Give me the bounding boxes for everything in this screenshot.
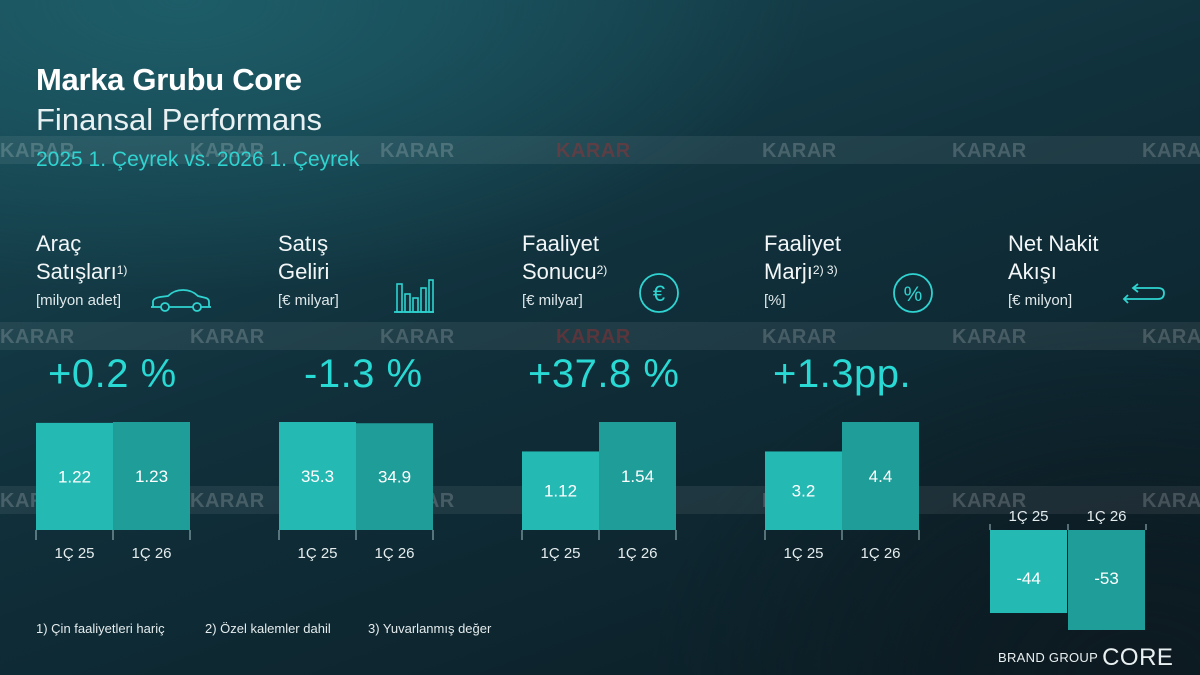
footnote-ref: 1) <box>116 263 128 277</box>
kpi-name-line2: Akışı <box>1008 259 1057 284</box>
kpi-name-line2: Geliri <box>278 259 330 284</box>
watermark-text: KARAR <box>556 140 631 162</box>
watermark-text: KARAR <box>556 326 631 348</box>
watermark-text: KARAR <box>1142 490 1200 512</box>
bar-category-label: 1Ç 25 <box>297 545 337 562</box>
watermark-band: KARAR KARAR KARAR KARAR KARAR KARAR KARA… <box>0 322 1200 350</box>
kpi-operating-margin: Faaliyet Marjı2) 3) [%] % <box>764 230 974 313</box>
percent-icon: % <box>893 273 933 313</box>
bar-category-label: 1Ç 25 <box>540 545 580 562</box>
bar-category-label: 1Ç 25 <box>783 545 823 562</box>
bar-value-label: 1.22 <box>58 467 91 486</box>
brand-logo: BRAND GROUP CORE <box>998 644 1173 672</box>
footnote-2: 2) Özel kalemler dahil <box>205 621 331 636</box>
change-value: +0.2 % <box>48 352 177 396</box>
watermark-text: KARAR <box>1142 326 1200 348</box>
watermark-text: KARAR <box>190 490 265 512</box>
kpi-name: Araç Satışları1) <box>36 230 246 286</box>
bar-value-label: 35.3 <box>301 467 334 486</box>
kpi-unit: [milyon adet] <box>36 292 122 309</box>
kpi-name-line1: Net Nakit <box>1008 231 1099 256</box>
watermark-text: KARAR <box>0 326 75 348</box>
euro-icon: € <box>639 273 679 313</box>
watermark-text: KARAR <box>380 140 455 162</box>
footnote-3: 3) Yuvarlanmış değer <box>368 621 492 636</box>
kpi-name-line1: Araç <box>36 231 82 256</box>
change-value: -1.3 % <box>304 352 423 396</box>
kpi-name-line2: Satışları <box>36 259 117 284</box>
bar-category-label: 1Ç 25 <box>1008 508 1048 525</box>
bar-value-label: 4.4 <box>869 467 893 486</box>
car-icon <box>151 289 211 312</box>
change-value: +37.8 % <box>528 352 680 396</box>
svg-text:%: % <box>904 283 923 306</box>
bar <box>279 422 356 530</box>
bar-value-label: 1.54 <box>621 467 654 486</box>
kpi-name-line1: Faaliyet <box>764 231 842 256</box>
kpi-name-line1: Faaliyet <box>522 231 600 256</box>
brand-name: CORE <box>1102 644 1174 671</box>
watermark-text: KARAR <box>762 140 837 162</box>
watermark-text: KARAR <box>1142 140 1200 162</box>
cash-flow-arrows-icon <box>1122 283 1165 304</box>
kpi-vehicle-sales: Araç Satışları1) [milyon adet] <box>36 230 246 312</box>
kpi-net-cash-flow: Net Nakit Akışı [€ milyon] <box>1008 230 1200 309</box>
bar <box>356 423 433 530</box>
footnote-1: 1) Çin faaliyetleri hariç <box>36 621 165 636</box>
watermark-text: KARAR <box>952 490 1027 512</box>
kpi-name: Faaliyet Sonucu2) <box>522 230 732 286</box>
footnote-ref: 2) <box>596 263 608 277</box>
kpi-operating-result: Faaliyet Sonucu2) [€ milyar] € <box>522 230 732 313</box>
bar-category-label: 1Ç 26 <box>131 545 171 562</box>
kpi-sales-revenue: Satış Geliri [€ milyar] <box>278 230 488 313</box>
bar-category-label: 1Ç 26 <box>374 545 414 562</box>
kpi-unit: [€ milyar] <box>522 292 583 309</box>
kpi-unit: [%] <box>764 292 786 309</box>
bar-value-label: 34.9 <box>378 468 411 487</box>
bar-category-label: 1Ç 26 <box>1086 508 1126 525</box>
bar <box>1068 530 1145 630</box>
kpi-name: Satış Geliri <box>278 230 488 286</box>
kpi-name-line2: Marjı <box>764 259 813 284</box>
kpi-name-line2: Sonucu <box>522 259 597 284</box>
watermark-text: KARAR <box>0 140 75 162</box>
slide-title: Marka Grubu Core <box>36 62 302 97</box>
watermark-text: KARAR <box>380 326 455 348</box>
bar-category-label: 1Ç 26 <box>617 545 657 562</box>
watermark-text: KARAR <box>952 140 1027 162</box>
watermark-text: KARAR <box>190 140 265 162</box>
bar-value-label: -44 <box>1016 569 1041 588</box>
bar-value-label: 3.2 <box>792 482 816 501</box>
bar <box>842 422 919 530</box>
watermark-band: KARAR KARAR KARAR KARAR KARAR KARAR KARA… <box>0 136 1200 164</box>
bar <box>990 530 1067 614</box>
bar <box>765 451 842 530</box>
kpi-name: Net Nakit Akışı <box>1008 230 1200 286</box>
bar <box>599 422 676 530</box>
bar-value-label: -53 <box>1094 569 1119 588</box>
change-value: +1.3pp. <box>773 352 912 396</box>
watermark-text: KARAR <box>952 326 1027 348</box>
kpi-name: Faaliyet Marjı2) 3) <box>764 230 974 286</box>
bar-category-label: 1Ç 26 <box>860 545 900 562</box>
slide-subtitle: Finansal Performans <box>36 102 323 137</box>
kpi-unit: [€ milyar] <box>278 292 339 309</box>
watermark-text: KARAR <box>190 326 265 348</box>
bar-value-label: 1.12 <box>544 482 577 501</box>
bar <box>522 451 599 530</box>
footnote-ref: 2) 3) <box>812 263 838 277</box>
bar <box>36 422 113 530</box>
bar <box>113 422 190 530</box>
bar-chart-icon <box>394 279 434 313</box>
kpi-name-line1: Satış <box>278 231 329 256</box>
watermark-text: KARAR <box>762 326 837 348</box>
kpi-unit: [€ milyon] <box>1008 292 1073 309</box>
svg-text:€: € <box>653 281 665 306</box>
bar-value-label: 1.23 <box>135 467 168 486</box>
brand-prefix: BRAND GROUP <box>998 650 1099 665</box>
bar-category-label: 1Ç 25 <box>54 545 94 562</box>
period-label: 2025 1. Çeyrek vs. 2026 1. Çeyrek <box>36 148 360 171</box>
